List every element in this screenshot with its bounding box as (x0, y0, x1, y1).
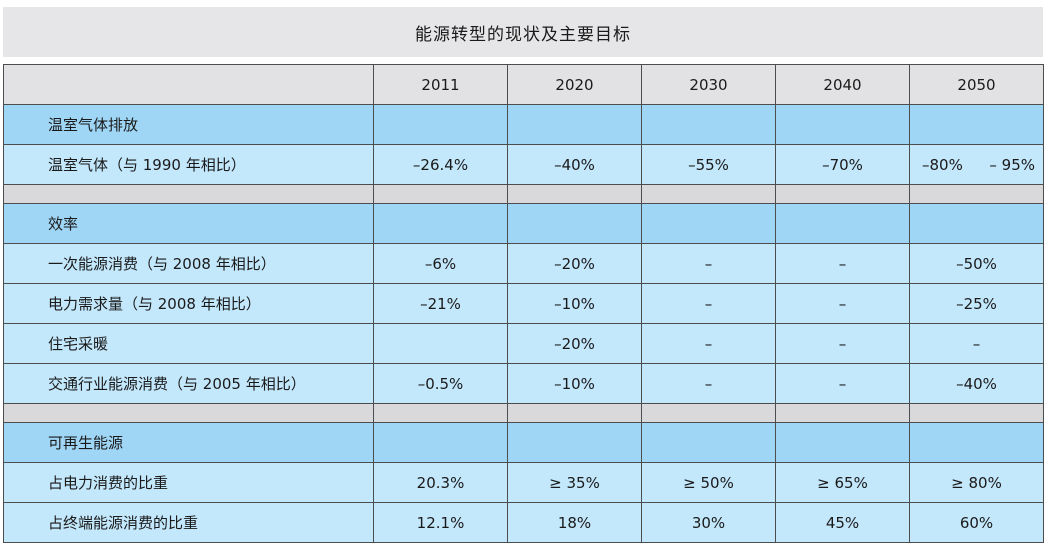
row-label: 温室气体（与 1990 年相比） (3, 144, 374, 185)
empty-cell (641, 203, 776, 244)
year-header: 2050 (909, 64, 1044, 105)
value-cell: –20% (507, 323, 642, 364)
row-label: 交通行业能源消费（与 2005 年相比） (3, 363, 374, 404)
value-cell: – (775, 243, 910, 284)
section-row: 效率 (3, 203, 1044, 244)
value-cell: 45% (775, 502, 910, 543)
empty-cell (775, 104, 910, 145)
empty-cell (373, 104, 508, 145)
section-spacer (3, 403, 1044, 423)
value-cell: –20% (507, 243, 642, 284)
value-cell: – (909, 323, 1044, 364)
value-cell: ≥ 80% (909, 462, 1044, 503)
row-label: 一次能源消费（与 2008 年相比） (3, 243, 374, 284)
value-cell: – (641, 243, 776, 284)
empty-cell (507, 104, 642, 145)
value-cell: 12.1% (373, 502, 508, 543)
table-row: 电力需求量（与 2008 年相比） –21% –10% – – –25% (3, 283, 1044, 324)
range-end: – 95% (989, 155, 1035, 174)
value-cell: 20.3% (373, 462, 508, 503)
range-start: –80% (922, 155, 963, 174)
value-cell: –10% (507, 283, 642, 324)
value-cell: 30% (641, 502, 776, 543)
value-cell: – (775, 283, 910, 324)
table-title: 能源转型的现状及主要目标 (3, 7, 1043, 57)
header-empty-cell (3, 64, 374, 105)
empty-cell (775, 203, 910, 244)
table-row: 一次能源消费（与 2008 年相比） –6% –20% – – –50% (3, 243, 1044, 284)
value-cell: –26.4% (373, 144, 508, 185)
value-cell: –80% – 95% (909, 144, 1044, 185)
energy-targets-table: 2011 2020 2030 2040 2050 温室气体排放 温室气体（与 1… (3, 64, 1044, 543)
value-cell: –10% (507, 363, 642, 404)
empty-cell (507, 203, 642, 244)
value-cell: –40% (909, 363, 1044, 404)
value-cell: –40% (507, 144, 642, 185)
section-heading: 可再生能源 (3, 422, 374, 463)
section-row: 可再生能源 (3, 422, 1044, 463)
table-row: 温室气体（与 1990 年相比） –26.4% –40% –55% –70% –… (3, 144, 1044, 185)
section-spacer (3, 184, 1044, 204)
row-label: 电力需求量（与 2008 年相比） (3, 283, 374, 324)
value-cell: –70% (775, 144, 910, 185)
empty-cell (373, 422, 508, 463)
row-label: 占终端能源消费的比重 (3, 502, 374, 543)
value-cell: – (641, 323, 776, 364)
value-cell: –0.5% (373, 363, 508, 404)
empty-cell (775, 422, 910, 463)
value-cell: –21% (373, 283, 508, 324)
value-cell: ≥ 35% (507, 462, 642, 503)
value-cell: ≥ 65% (775, 462, 910, 503)
empty-cell (507, 422, 642, 463)
value-cell: ≥ 50% (641, 462, 776, 503)
empty-cell (641, 104, 776, 145)
year-header: 2040 (775, 64, 910, 105)
header-row: 2011 2020 2030 2040 2050 (3, 64, 1044, 105)
value-cell: – (775, 323, 910, 364)
table-row: 交通行业能源消费（与 2005 年相比） –0.5% –10% – – –40% (3, 363, 1044, 404)
year-header: 2011 (373, 64, 508, 105)
table-row: 占终端能源消费的比重 12.1% 18% 30% 45% 60% (3, 502, 1044, 543)
row-label: 占电力消费的比重 (3, 462, 374, 503)
year-header: 2030 (641, 64, 776, 105)
value-cell: –55% (641, 144, 776, 185)
row-label: 住宅采暖 (3, 323, 374, 364)
empty-cell (641, 422, 776, 463)
value-cell: – (641, 363, 776, 404)
value-cell: 18% (507, 502, 642, 543)
table-row: 住宅采暖 –20% – – – (3, 323, 1044, 364)
value-cell: –50% (909, 243, 1044, 284)
section-heading: 效率 (3, 203, 374, 244)
empty-cell (373, 203, 508, 244)
value-cell: – (641, 283, 776, 324)
table-row: 占电力消费的比重 20.3% ≥ 35% ≥ 50% ≥ 65% ≥ 80% (3, 462, 1044, 503)
value-cell: 60% (909, 502, 1044, 543)
empty-cell (909, 104, 1044, 145)
empty-cell (909, 203, 1044, 244)
value-cell: – (775, 363, 910, 404)
value-cell (373, 323, 508, 364)
section-heading: 温室气体排放 (3, 104, 374, 145)
year-header: 2020 (507, 64, 642, 105)
value-cell: –25% (909, 283, 1044, 324)
empty-cell (909, 422, 1044, 463)
section-row: 温室气体排放 (3, 104, 1044, 145)
value-cell: –6% (373, 243, 508, 284)
